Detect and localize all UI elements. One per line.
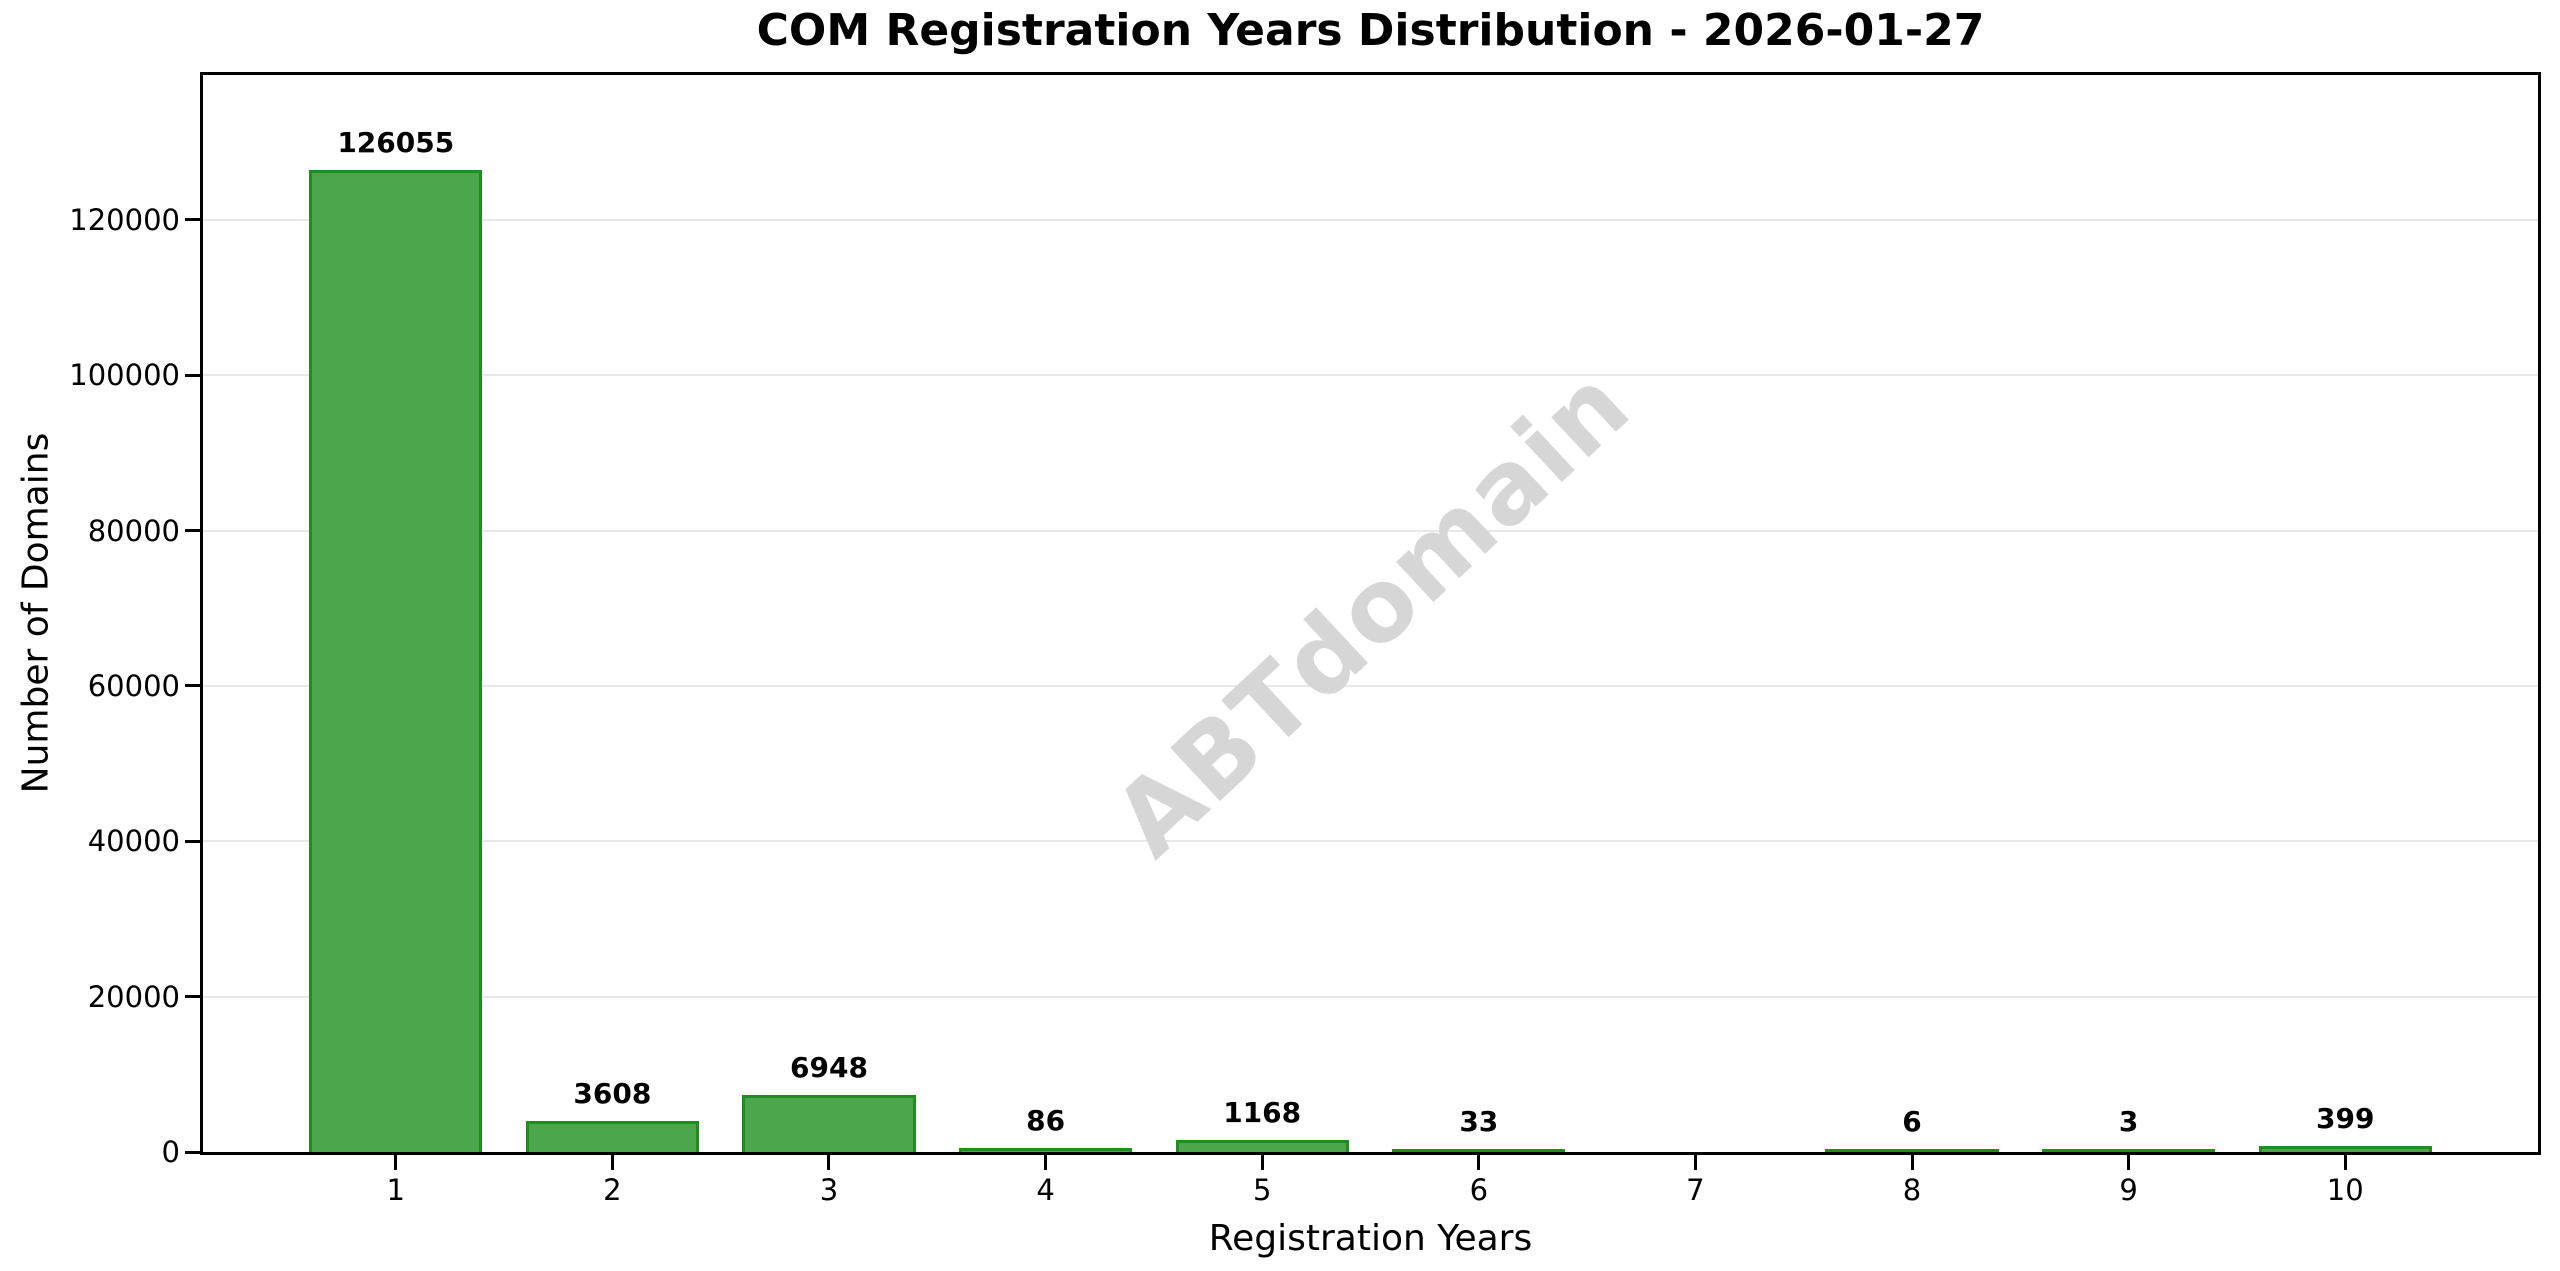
y-tick-mark: [185, 529, 203, 533]
gridline: [203, 840, 2538, 843]
x-tick-label: 2: [603, 1173, 622, 1207]
y-tick-mark: [185, 839, 203, 843]
y-tick-label: 20000: [87, 979, 180, 1014]
y-tick-label: 100000: [69, 358, 180, 393]
gridline: [203, 374, 2538, 377]
x-tick-mark: [610, 1155, 614, 1170]
x-tick-mark: [394, 1155, 398, 1170]
chart-title: COM Registration Years Distribution - 20…: [756, 5, 1985, 56]
x-axis-label: Registration Years: [1208, 1218, 1533, 1259]
x-tick-label: 5: [1252, 1173, 1272, 1207]
bar-value-label: 399: [2315, 1101, 2375, 1135]
y-tick-label: 60000: [87, 668, 180, 703]
y-tick-mark: [185, 218, 203, 222]
bar-value-label: 126055: [337, 125, 455, 159]
x-tick-label: 1: [386, 1173, 405, 1207]
y-tick-label: 0: [161, 1135, 180, 1169]
bar-value-label: 6948: [790, 1051, 868, 1085]
bar-value-label: 33: [1459, 1104, 1499, 1138]
x-tick-mark: [2127, 1155, 2131, 1170]
bar: [309, 169, 483, 1152]
bar: [2258, 1145, 2432, 1152]
x-tick-label: 9: [2119, 1173, 2138, 1207]
bar: [958, 1148, 1133, 1152]
bar: [1392, 1148, 1566, 1152]
bar-value-label: 86: [1026, 1104, 1066, 1138]
y-axis-label: Number of Domains: [15, 432, 57, 794]
bar: [525, 1120, 700, 1152]
bar-value-label: 3: [2118, 1104, 2139, 1138]
x-tick-mark: [1477, 1155, 1481, 1170]
y-tick-label: 40000: [87, 824, 180, 859]
y-tick-label: 120000: [69, 202, 180, 237]
x-tick-mark: [1910, 1155, 1914, 1170]
x-tick-label: 8: [1902, 1173, 1922, 1207]
gridline: [203, 995, 2538, 998]
x-tick-label: 10: [2326, 1173, 2364, 1207]
x-tick-label: 7: [1686, 1173, 1705, 1207]
x-tick-label: 6: [1469, 1173, 1489, 1207]
bar-value-label: 6: [1902, 1104, 1922, 1138]
x-tick-mark: [1693, 1155, 1697, 1170]
x-tick-mark: [1260, 1155, 1264, 1170]
x-tick-label: 4: [1036, 1173, 1055, 1207]
x-tick-mark: [2343, 1155, 2347, 1170]
bar: [2041, 1148, 2216, 1152]
y-tick-mark: [185, 995, 203, 999]
bar: [1825, 1148, 1999, 1152]
gridline: [203, 218, 2538, 221]
gridline: [203, 684, 2538, 687]
gridline: [203, 529, 2538, 532]
bar: [742, 1095, 916, 1152]
x-tick-mark: [827, 1155, 831, 1170]
x-tick-label: 3: [819, 1173, 839, 1207]
bar-value-label: 1168: [1223, 1095, 1302, 1129]
bar: [1175, 1139, 1349, 1152]
y-tick-label: 80000: [87, 513, 180, 548]
y-tick-mark: [185, 373, 203, 377]
x-tick-mark: [1044, 1155, 1048, 1170]
y-tick-mark: [185, 1150, 203, 1154]
y-tick-mark: [185, 684, 203, 688]
plot-area: [200, 72, 2541, 1155]
bar-value-label: 3608: [573, 1076, 652, 1110]
